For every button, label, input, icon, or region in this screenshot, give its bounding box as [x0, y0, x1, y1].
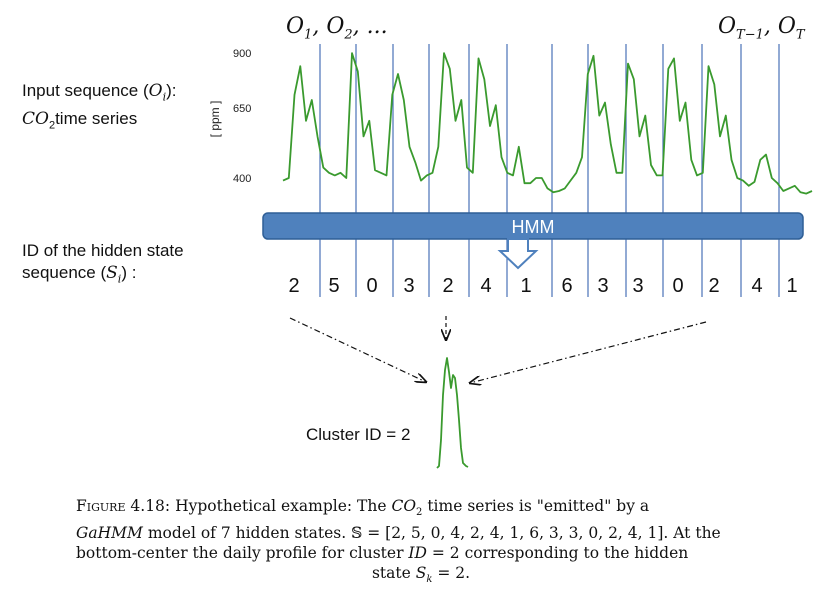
state-digit: 3 — [632, 275, 644, 297]
state-digit: 4 — [751, 275, 763, 297]
y-tick-900: 900 — [233, 48, 252, 60]
hmm-label: HMM — [512, 217, 555, 237]
state-digit: 3 — [597, 275, 609, 297]
caption-line-2: GaHMM model of 7 hidden states. 𝕊 = [2, … — [76, 524, 721, 543]
arrow-left-to-cluster — [289, 317, 426, 382]
hmm-bar — [262, 212, 804, 240]
hmm-down-arrow-icon — [497, 238, 539, 270]
state-digit: 5 — [328, 275, 340, 297]
state-digit: 6 — [561, 275, 573, 297]
figure-caption: Figure 4.18: Hypothetical example: The C… — [76, 496, 766, 590]
caption-line-1: Figure 4.18: Hypothetical example: The C… — [76, 497, 650, 519]
state-digit: 1 — [786, 275, 798, 297]
state-digit: 2 — [708, 275, 720, 297]
state-digit: 1 — [520, 275, 532, 297]
state-digit: 2 — [442, 275, 454, 297]
y-tick-650: 650 — [233, 103, 252, 115]
state-digit: 2 — [288, 275, 300, 297]
hidden-state-label: ID of the hidden state sequence (Si) : — [22, 241, 184, 286]
co2-time-series-line — [282, 52, 813, 195]
y-tick-400: 400 — [233, 173, 252, 185]
input-sequence-label: Input sequence (Oi): CO2time series — [22, 81, 177, 132]
cluster-profile-line — [436, 357, 469, 469]
state-digit: 0 — [366, 275, 378, 297]
obs-start-label: O1, O2, ... — [286, 14, 388, 43]
state-digit: 0 — [672, 275, 684, 297]
arrow-right-to-cluster — [470, 321, 707, 383]
caption-line-3: bottom-center the daily profile for clus… — [76, 544, 689, 563]
cluster-id-label: Cluster ID = 2 — [306, 425, 411, 444]
segment-dividers — [319, 44, 780, 297]
state-digit: 3 — [403, 275, 415, 297]
obs-end-label: OT−1, OT — [718, 14, 805, 43]
state-digit: 4 — [480, 275, 492, 297]
caption-line-4: state Sk = 2. — [371, 564, 471, 586]
